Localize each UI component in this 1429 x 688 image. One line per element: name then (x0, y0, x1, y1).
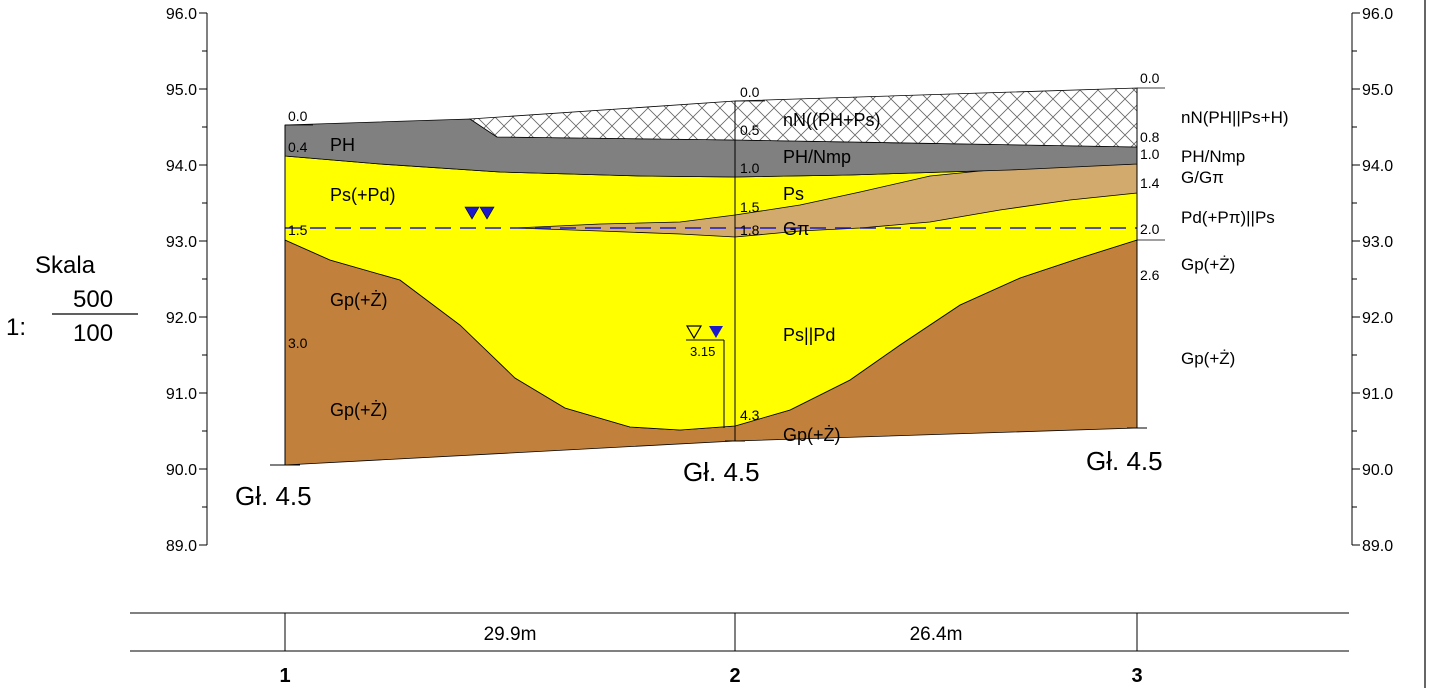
borehole-1-layers: PH Ps(+Pd) Gp(+Ż) Gp(+Ż) (330, 135, 396, 420)
b2-depth-4: 1.5 (740, 199, 760, 215)
right-tick-label: 95.0 (1362, 82, 1393, 99)
b2-depth-2: 0.5 (740, 122, 760, 138)
b2-layer-6: Gp(+Ż) (783, 425, 841, 445)
b3-depth-3: 1.0 (1140, 146, 1160, 162)
b3-layer-1: nN(PH||Ps+H) (1181, 108, 1289, 127)
distance-2-3: 26.4m (910, 624, 963, 645)
borehole-1-depths: 0.0 0.4 1.5 3.0 (285, 108, 313, 351)
scale-block: Skala 1: 500 100 (6, 252, 138, 347)
b2-layer-1: nN((PH+Ps) (783, 110, 881, 130)
left-tick-label: 92.0 (166, 310, 197, 327)
b1-depth-1: 0.0 (288, 108, 308, 124)
b3-layer-5: Gp(+Ż) (1181, 255, 1235, 274)
right-tick-label: 96.0 (1362, 6, 1393, 23)
b3-layer-3: G/Gπ (1181, 168, 1224, 187)
b1-layer-2: Ps(+Pd) (330, 185, 396, 205)
borehole-lines (270, 88, 1147, 466)
borehole-2-depths: 0.0 0.5 1.0 1.5 1.8 4.3 3.15 (690, 84, 765, 423)
b3-depth-2: 0.8 (1140, 129, 1160, 145)
b2-total-depth: Gł. 4.5 (683, 457, 760, 487)
strata (284, 87, 1138, 466)
b3-depth-6: 2.6 (1140, 267, 1160, 283)
b1-layer-3: Gp(+Ż) (330, 290, 388, 310)
b3-layer-4: Pd(+Pπ)||Ps (1181, 208, 1275, 227)
left-tick-label: 89.0 (166, 538, 197, 555)
borehole-number-2: 2 (729, 665, 740, 687)
b2-layer-3: Ps (783, 184, 804, 204)
borehole-3-depths: 0.0 0.8 1.0 1.4 2.0 2.6 (1137, 70, 1165, 283)
b1-depth-4: 3.0 (288, 335, 308, 351)
right-tick-label: 91.0 (1362, 386, 1393, 403)
b2-layer-2: PH/Nmp (783, 147, 851, 167)
distance-table: 29.9m 26.4m 1 2 3 (130, 612, 1349, 687)
b2-layer-4: Gπ (783, 219, 809, 239)
scale-numerator: 500 (73, 286, 113, 313)
right-tick-label: 93.0 (1362, 234, 1393, 251)
left-tick-label: 96.0 (166, 6, 197, 23)
left-axis: 96.0 95.0 94.0 93.0 92.0 91.0 90.0 89.0 (166, 6, 208, 555)
scale-label: Skala (35, 252, 96, 279)
b2-water-depth: 3.15 (690, 344, 715, 359)
right-tick-label: 90.0 (1362, 462, 1393, 479)
borehole-number-3: 3 (1131, 665, 1142, 687)
b1-total-depth: Gł. 4.5 (235, 481, 312, 511)
b3-layer-2: PH/Nmp (1181, 147, 1245, 166)
b3-depth-1: 0.0 (1140, 70, 1160, 86)
scale-denominator: 100 (73, 320, 113, 347)
left-tick-label: 90.0 (166, 462, 197, 479)
left-tick-label: 93.0 (166, 234, 197, 251)
right-tick-label: 89.0 (1362, 538, 1393, 555)
right-axis: 96.0 95.0 94.0 93.0 92.0 91.0 90.0 89.0 (1351, 6, 1393, 555)
b3-depth-5: 2.0 (1140, 221, 1160, 237)
left-tick-label: 95.0 (166, 82, 197, 99)
left-tick-label: 94.0 (166, 158, 197, 175)
borehole-3-layers: nN(PH||Ps+H) PH/Nmp G/Gπ Pd(+Pπ)||Ps Gp(… (1181, 108, 1289, 368)
b3-depth-4: 1.4 (1140, 175, 1160, 191)
right-tick-label: 92.0 (1362, 310, 1393, 327)
b2-depth-1: 0.0 (740, 84, 760, 100)
water-level-marker-b1 (464, 206, 495, 220)
b2-depth-3: 1.0 (740, 160, 760, 176)
b3-layer-6: Gp(+Ż) (1181, 349, 1235, 368)
distance-1-2: 29.9m (484, 624, 537, 645)
b3-total-depth: Gł. 4.5 (1086, 446, 1163, 476)
borehole-2-layers: nN((PH+Ps) PH/Nmp Ps Gπ Ps||Pd Gp(+Ż) (783, 110, 881, 445)
b1-depth-2: 0.4 (288, 139, 308, 155)
b2-depth-5: 1.8 (740, 222, 760, 238)
b1-depth-3: 1.5 (288, 222, 308, 238)
water-level-marker-b2 (685, 325, 725, 428)
right-tick-label: 94.0 (1362, 158, 1393, 175)
scale-prefix: 1: (6, 314, 26, 341)
b2-layer-5: Ps||Pd (783, 325, 835, 345)
borehole-number-1: 1 (279, 665, 290, 687)
left-tick-label: 91.0 (166, 386, 197, 403)
b1-layer-1: PH (330, 135, 355, 155)
b2-depth-6: 4.3 (740, 407, 760, 423)
b1-layer-4: Gp(+Ż) (330, 400, 388, 420)
